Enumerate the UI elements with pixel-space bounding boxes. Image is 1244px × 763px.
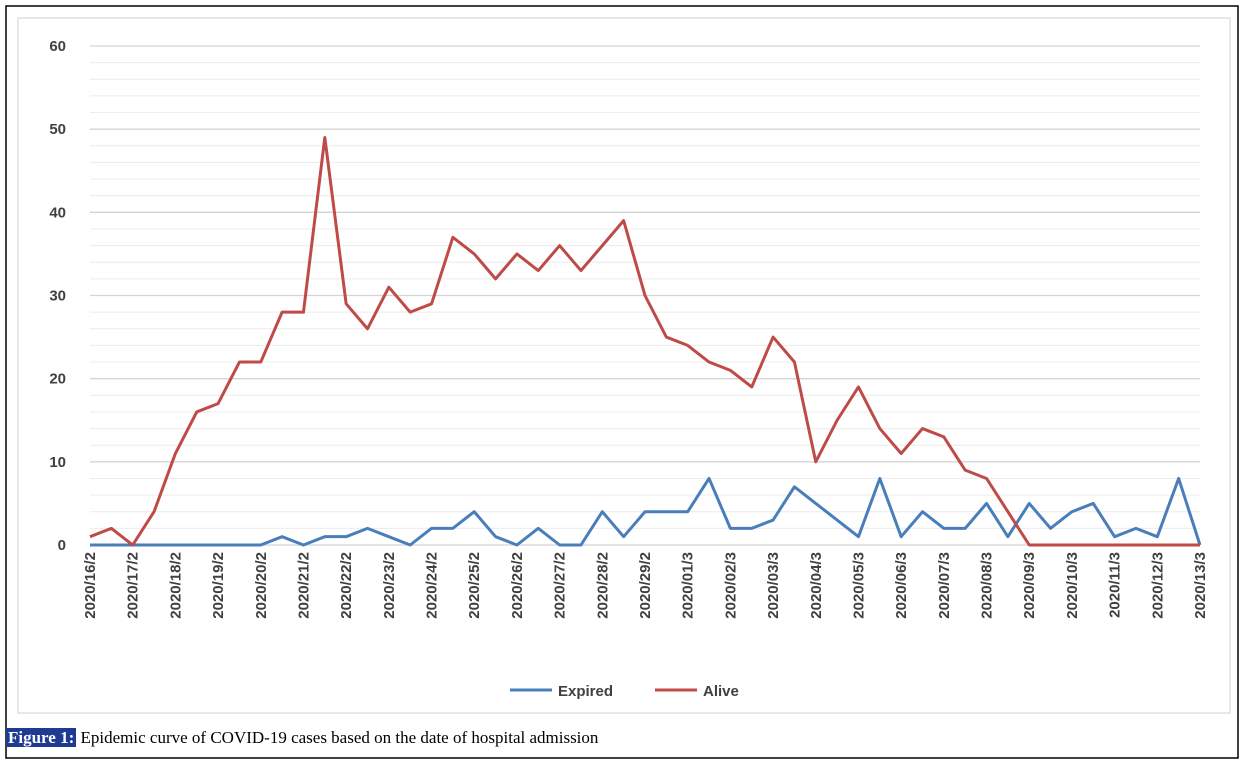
chart-border — [17, 17, 1231, 714]
line-series — [89, 135, 1200, 547]
y-tick-label: 40 — [49, 204, 66, 221]
y-tick-label: 30 — [49, 288, 66, 305]
x-tick-label: 2020/19/2 — [210, 552, 227, 619]
frame — [5, 5, 1239, 759]
x-tick-label: 2020/13/3 — [1192, 552, 1209, 619]
x-tick-label: 2020/02/3 — [722, 552, 739, 619]
x-tick-label: 2020/03/3 — [765, 552, 782, 619]
x-tick-label: 2020/21/2 — [295, 552, 312, 619]
y-tick-label: 10 — [49, 454, 66, 471]
x-tick-label: 2020/25/2 — [466, 552, 483, 619]
x-tick-label: 2020/26/2 — [509, 552, 526, 619]
x-tick-label: 2020/09/3 — [1021, 552, 1038, 619]
x-tick-label: 2020/20/2 — [253, 552, 270, 619]
x-tick-label: 2020/10/3 — [1064, 552, 1081, 619]
x-tick-label: 2020/24/2 — [424, 552, 441, 619]
x-tick-label: 2020/27/2 — [552, 552, 569, 619]
x-tick-label: 2020/01/3 — [680, 552, 697, 619]
x-tick-label: 2020/17/2 — [125, 552, 142, 619]
x-tick-label: 2020/29/2 — [637, 552, 654, 619]
y-tick-label: 60 — [49, 38, 66, 55]
y-tick-label: 50 — [49, 121, 66, 138]
x-tick-label: 2020/06/3 — [893, 552, 910, 619]
legend-label: Expired — [558, 683, 613, 700]
x-tick-label: 2020/11/3 — [1107, 552, 1124, 618]
x-tick-label: 2020/12/3 — [1149, 552, 1166, 619]
x-tick-label: 2020/23/2 — [381, 552, 398, 619]
x-tick-label: 2020/28/2 — [594, 552, 611, 619]
caption-label: Figure 1: — [6, 728, 77, 747]
x-tick-label: 2020/04/3 — [808, 552, 825, 619]
x-tick-label: 2020/05/3 — [850, 552, 867, 619]
y-tick-label: 20 — [49, 371, 66, 388]
x-tick-label: 2020/18/2 — [167, 552, 184, 619]
caption: Figure 1: Epidemic curve of COVID-19 cas… — [6, 728, 598, 748]
x-tick-label: 2020/22/2 — [338, 552, 355, 619]
x-tick-label: 2020/08/3 — [979, 552, 996, 619]
x-tick-label: 2020/16/2 — [82, 552, 99, 619]
caption-text: Epidemic curve of COVID-19 cases based o… — [80, 728, 599, 747]
x-tick-label: 2020/07/3 — [936, 552, 953, 619]
legend-label: Alive — [703, 683, 739, 700]
y-tick-label: 0 — [58, 537, 66, 554]
